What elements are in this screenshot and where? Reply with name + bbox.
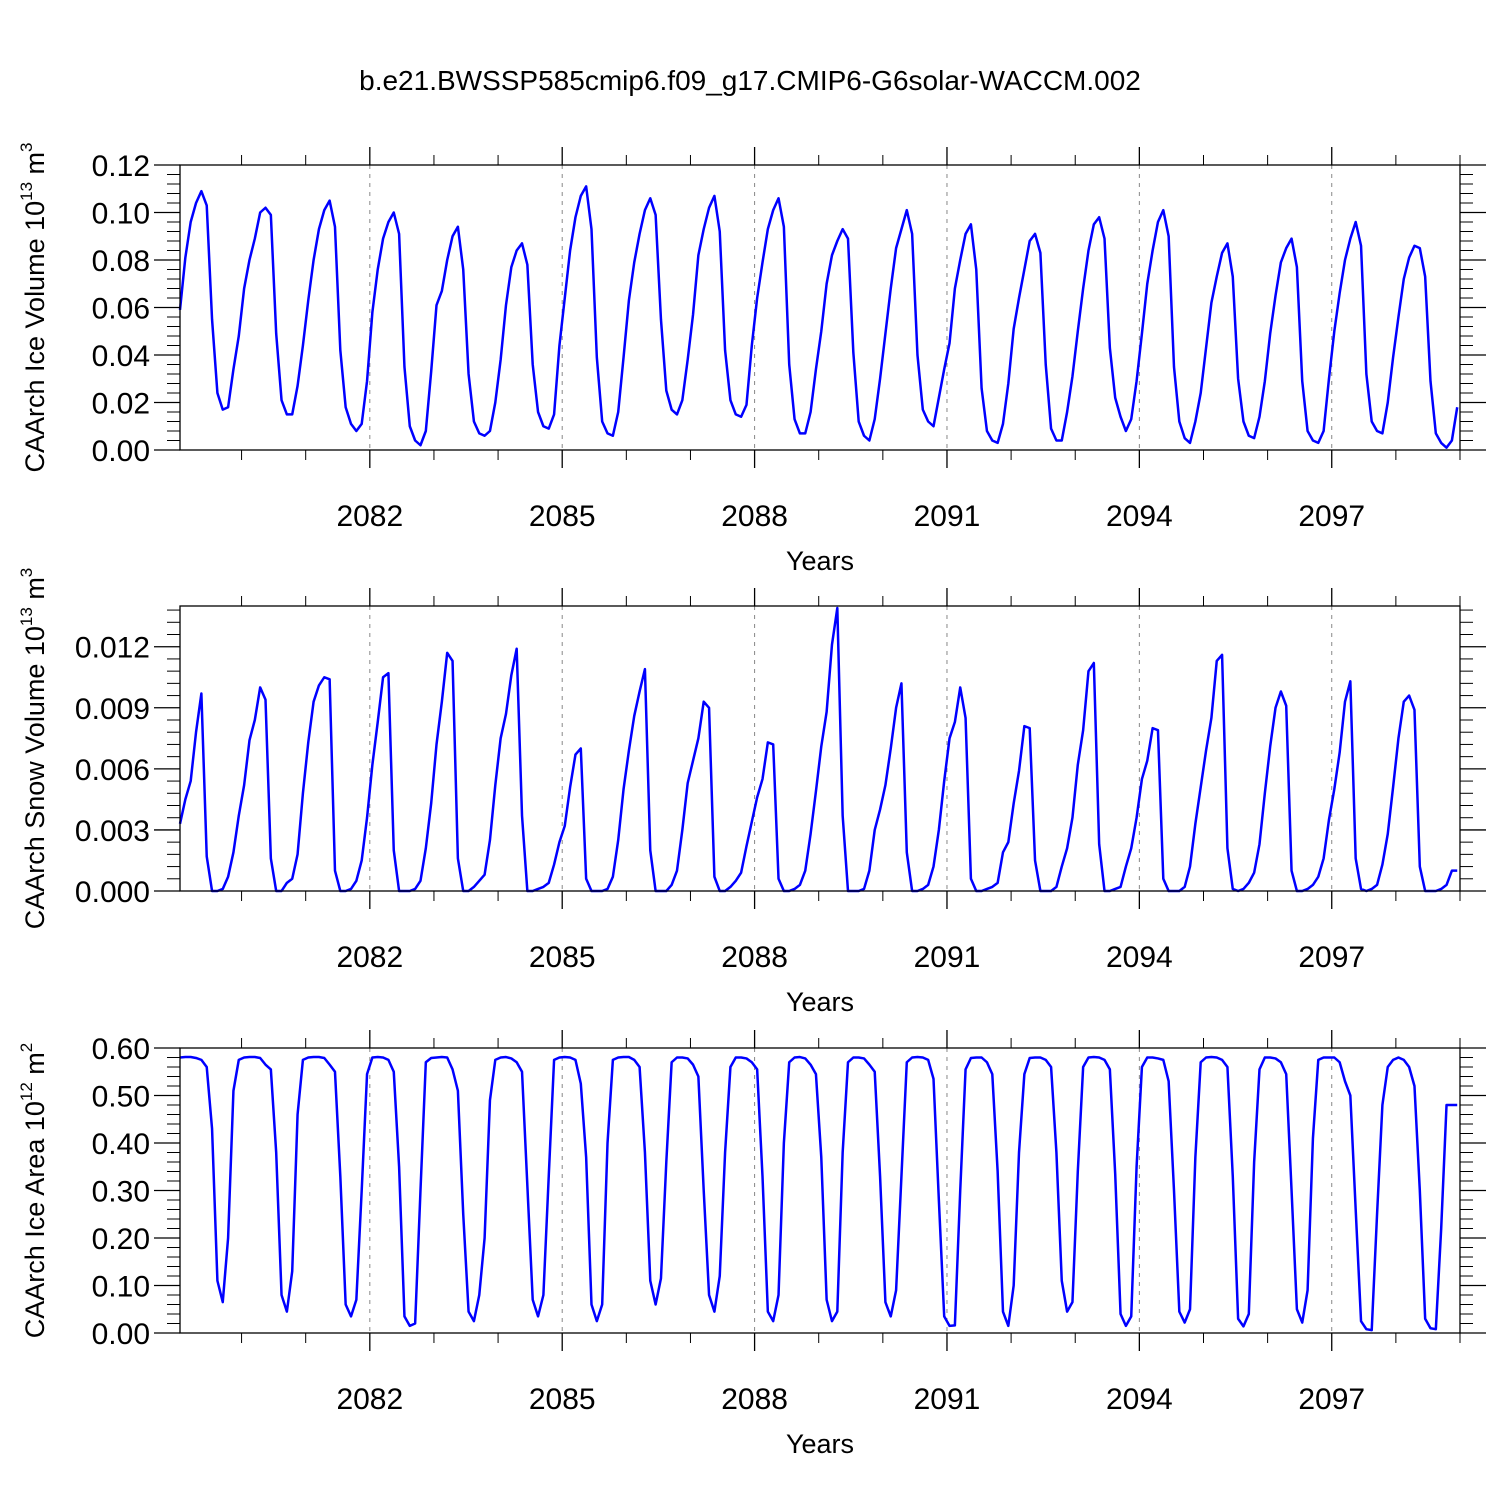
y-tick-label: 0.06 [92,293,150,326]
y-tick-label: 0.006 [75,754,150,787]
x-tick-label: 2088 [721,500,788,533]
panel-snow-volume: 2082 2085 2088 2091 2094 2097 0.000 0.003 0.006 0… [17,568,1486,1017]
y-tick-label: 0.20 [92,1223,150,1256]
y-axis-title-superscript: 3 [17,568,36,577]
y-axis-title: CAArch Ice Volume 1013 m3 [17,142,50,472]
x-tick-label: 2088 [721,1383,788,1416]
y-axis-title-part: m [20,1052,50,1082]
x-axis-title: Years [786,1429,854,1459]
x-tick-label: 2094 [1106,1383,1173,1416]
panel-ice-area: 2082 2085 2088 2091 2094 2097 0.00 0.10 0.20 0.30… [17,1030,1486,1459]
x-tick-label: 2097 [1298,500,1365,533]
x-tick-label: 2094 [1106,941,1173,974]
y-tick-label: 0.000 [75,876,150,909]
figure-title: b.e21.BWSSP585cmip6.f09_g17.CMIP6-G6sola… [359,65,1141,96]
y-axis-title-part: CAArch Ice Area 10 [20,1101,50,1338]
y-tick-label: 0.10 [92,198,150,231]
y-tick-label: 0.12 [92,150,150,183]
x-tick-label: 2094 [1106,500,1173,533]
y-tick-label: 0.30 [92,1176,150,1209]
y-axis-title-part: CAArch Ice Volume 10 [20,201,50,473]
x-tick-label: 2085 [529,1383,596,1416]
y-tick-label: 0.10 [92,1271,150,1304]
y-axis-title-superscript: 3 [17,142,36,151]
y-tick-label: 0.009 [75,693,150,726]
y-axis-title-part: m [20,577,50,607]
x-axis-title: Years [786,987,854,1017]
y-tick-label: 0.02 [92,388,150,421]
y-tick-label: 0.003 [75,815,150,848]
y-tick-label: 0.60 [92,1033,150,1066]
y-tick-label: 0.08 [92,245,150,278]
series-line-snow-volume [178,606,1458,893]
x-tick-label: 2091 [914,500,981,533]
y-axis-title: CAArch Snow Volume 1013 m3 [17,568,50,930]
y-tick-label: 0.00 [92,1318,150,1351]
x-tick-label: 2091 [914,1383,981,1416]
y-axis-title-part: CAArch Snow Volume 10 [20,626,50,929]
x-tick-label: 2085 [529,500,596,533]
x-tick-label: 2091 [914,941,981,974]
y-axis-title: CAArch Ice Area 1012 m2 [17,1043,50,1339]
y-tick-label: 0.40 [92,1128,150,1161]
x-tick-label: 2082 [336,1383,403,1416]
x-tick-label: 2082 [336,941,403,974]
y-axis-title-superscript: 13 [17,607,36,626]
x-tick-label: 2097 [1298,941,1365,974]
panel-ice-volume: 2082 2085 2088 2091 2094 2097 0.00 0.02 0.04 0.06… [17,142,1486,576]
plot-frame [179,1047,1461,1334]
x-tick-label: 2082 [336,500,403,533]
plot-frame [179,605,1461,892]
y-axis-title-superscript: 12 [17,1082,36,1101]
series-line-ice-area [179,1055,1458,1332]
x-axis-title: Years [786,546,854,576]
y-axis-title-superscript: 13 [17,182,36,201]
y-tick-label: 0.00 [92,435,150,468]
y-axis-title-superscript: 2 [17,1043,36,1052]
x-tick-label: 2085 [529,941,596,974]
series-line-ice-volume [178,185,1459,449]
x-tick-label: 2097 [1298,1383,1365,1416]
panels: 2082 2085 2088 2091 2094 2097 0.00 0.02 0.04 0.06… [17,142,1486,1459]
y-tick-label: 0.50 [92,1081,150,1114]
y-tick-label: 0.012 [75,632,150,665]
y-tick-label: 0.04 [92,340,150,373]
x-tick-label: 2088 [721,941,788,974]
y-axis-title-part: m [20,152,50,182]
